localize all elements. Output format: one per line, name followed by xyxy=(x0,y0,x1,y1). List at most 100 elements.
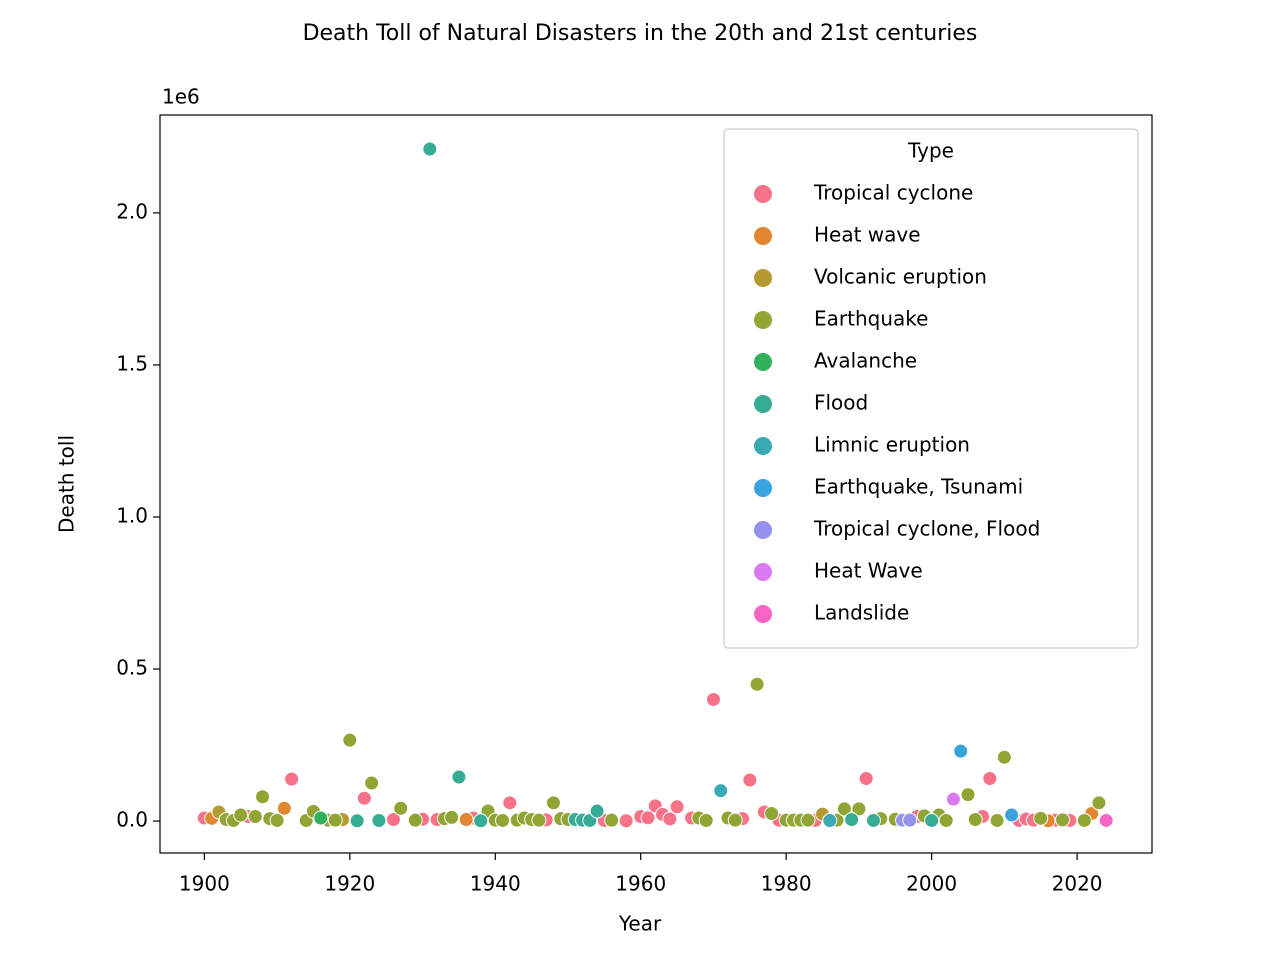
point xyxy=(822,813,838,829)
legend-marker xyxy=(754,395,772,413)
x-tick-label: 1900 xyxy=(179,872,230,896)
legend-marker xyxy=(754,521,772,539)
point xyxy=(1098,812,1114,828)
point xyxy=(989,812,1005,828)
point xyxy=(662,811,678,827)
point xyxy=(698,812,714,828)
point xyxy=(451,769,467,785)
legend-label: Landslide xyxy=(814,601,909,625)
point xyxy=(313,810,329,826)
y-tick-label: 1.5 xyxy=(116,351,148,375)
point xyxy=(945,791,961,807)
point xyxy=(356,790,372,806)
point xyxy=(342,732,358,748)
point xyxy=(800,812,816,828)
point xyxy=(953,743,969,759)
point xyxy=(502,795,518,811)
point xyxy=(247,809,263,825)
point xyxy=(349,813,365,829)
point xyxy=(938,812,954,828)
point xyxy=(902,812,918,828)
point xyxy=(836,801,852,817)
point xyxy=(589,803,605,819)
legend-label: Earthquake, Tsunami xyxy=(814,475,1023,499)
x-tick-label: 2000 xyxy=(906,872,957,896)
point xyxy=(444,809,460,825)
legend-label: Limnic eruption xyxy=(814,433,970,457)
chart-title: Death Toll of Natural Disasters in the 2… xyxy=(303,21,978,46)
point xyxy=(364,775,380,791)
x-tick-label: 2020 xyxy=(1052,872,1103,896)
point xyxy=(865,812,881,828)
point xyxy=(669,799,685,815)
point xyxy=(858,771,874,787)
point xyxy=(422,141,438,157)
legend-box xyxy=(723,128,1139,649)
legend-marker xyxy=(754,479,772,497)
point xyxy=(233,807,249,823)
point xyxy=(604,812,620,828)
legend-marker xyxy=(754,185,772,203)
point xyxy=(727,812,743,828)
point xyxy=(742,772,758,788)
y-tick-label: 2.0 xyxy=(116,199,148,223)
legend-label: Flood xyxy=(814,391,868,415)
x-tick-label: 1960 xyxy=(615,872,666,896)
point xyxy=(545,795,561,811)
legend-marker xyxy=(754,605,772,623)
legend-marker xyxy=(754,227,772,245)
point xyxy=(1004,807,1020,823)
point xyxy=(1091,795,1107,811)
point xyxy=(284,771,300,787)
point xyxy=(393,800,409,816)
point xyxy=(844,812,860,828)
point xyxy=(1033,810,1049,826)
point xyxy=(764,805,780,821)
y-axis-label: Death toll xyxy=(55,435,79,533)
point xyxy=(495,812,511,828)
point xyxy=(618,813,634,829)
x-tick-label: 1980 xyxy=(761,872,812,896)
legend-label: Tropical cyclone, Flood xyxy=(813,517,1040,541)
legend-label: Earthquake xyxy=(814,307,928,331)
point xyxy=(851,801,867,817)
point xyxy=(385,812,401,828)
y-tick-label: 1.0 xyxy=(116,503,148,527)
y-tick-label: 0.5 xyxy=(116,656,148,680)
legend-marker xyxy=(754,437,772,455)
legend-marker xyxy=(754,269,772,287)
point xyxy=(1076,812,1092,828)
point xyxy=(967,812,983,828)
legend-label: Volcanic eruption xyxy=(814,265,987,289)
point xyxy=(327,812,343,828)
point xyxy=(705,691,721,707)
point xyxy=(924,812,940,828)
legend-marker xyxy=(754,353,772,371)
point xyxy=(749,676,765,692)
point xyxy=(531,812,547,828)
point xyxy=(371,812,387,828)
legend-marker xyxy=(754,311,772,329)
legend-label: Avalanche xyxy=(814,349,917,373)
point xyxy=(960,787,976,803)
y-tick-label: 0.0 xyxy=(116,808,148,832)
point xyxy=(269,812,285,828)
point xyxy=(640,810,656,826)
plot-frame xyxy=(159,114,1153,854)
point xyxy=(1055,812,1071,828)
x-tick-label: 1920 xyxy=(324,872,375,896)
point xyxy=(713,783,729,799)
point xyxy=(458,812,474,828)
legend-marker xyxy=(754,563,772,581)
x-axis-label: Year xyxy=(618,912,662,936)
point xyxy=(473,813,489,829)
point xyxy=(982,771,998,787)
legend-label: Heat wave xyxy=(814,223,921,247)
point xyxy=(996,749,1012,765)
point xyxy=(255,789,271,805)
point xyxy=(407,812,423,828)
legend-label: Tropical cyclone xyxy=(813,181,973,205)
legend-title: Type xyxy=(907,139,954,163)
y-offset-label: 1e6 xyxy=(162,85,200,109)
